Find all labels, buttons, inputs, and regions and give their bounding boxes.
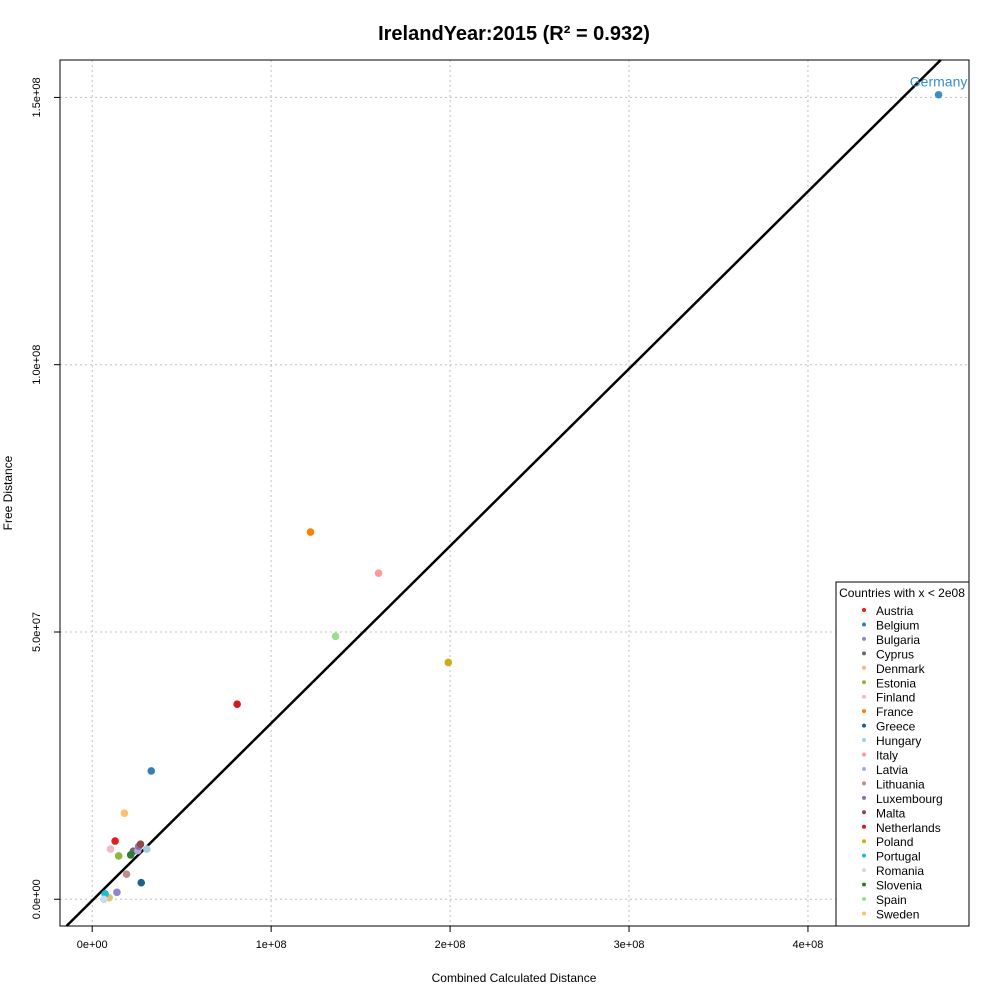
data-point [126, 851, 135, 859]
legend-marker [862, 651, 866, 656]
legend-entry: Belgium [876, 618, 919, 632]
legend-marker [862, 752, 866, 757]
legend-marker [862, 622, 866, 627]
data-point [122, 870, 131, 878]
legend-marker [862, 882, 866, 887]
legend-marker [862, 824, 866, 829]
data-point [142, 845, 151, 853]
legend-title: Countries with x < 2e08 [839, 586, 965, 600]
legend-marker [862, 665, 866, 670]
data-point [114, 852, 123, 860]
regression-line-layer [65, 59, 942, 927]
y-tick-label: 1.0e+08 [31, 345, 43, 385]
data-point [100, 895, 108, 904]
legend-entry: Poland [876, 835, 913, 849]
regression-line [65, 59, 942, 927]
legend-marker [862, 868, 866, 873]
x-tick-label: 1e+08 [256, 939, 287, 951]
legend-entry: Finland [876, 691, 915, 705]
legend-marker [862, 680, 866, 685]
legend-entry: Netherlands [876, 821, 941, 835]
x-axis: 0e+00 1e+08 2e+08 3e+08 4e+08 [77, 925, 824, 951]
data-point [374, 569, 383, 577]
points-layer [100, 90, 943, 904]
data-point [934, 90, 943, 99]
annotations: Germany [910, 74, 968, 90]
legend-marker [862, 608, 866, 612]
legend-entry: Sweden [876, 907, 919, 921]
data-point [136, 840, 145, 849]
legend-marker [862, 897, 866, 901]
legend-marker [862, 709, 866, 714]
x-tick-label: 2e+08 [435, 939, 466, 951]
legend-entry: Denmark [876, 662, 926, 676]
legend-marker [862, 723, 866, 728]
legend-entry: Portugal [876, 850, 921, 864]
legend-entry: Hungary [876, 734, 921, 748]
data-point [147, 767, 156, 775]
x-tick-label: 4e+08 [793, 939, 824, 951]
data-point [111, 837, 119, 845]
legend-entry: Slovenia [876, 879, 922, 893]
legend-entry: Austria [876, 604, 914, 618]
data-point [444, 658, 453, 667]
legend-entry: Latvia [876, 763, 908, 777]
legend-entry: Spain [876, 893, 907, 907]
legend-marker [862, 810, 866, 815]
chart-title: IrelandYear:2015 (R² = 0.932) [378, 23, 650, 45]
legend-marker [862, 853, 866, 858]
y-axis-label: Free Distance [1, 455, 15, 530]
x-tick-label: 3e+08 [614, 939, 645, 951]
data-point [137, 878, 146, 887]
y-axis: 0.0e+00 5.0e+07 1.0e+08 1.5e+08 [31, 77, 61, 919]
y-tick-label: 5.0e+07 [31, 612, 43, 652]
annotation-label: Germany [910, 74, 968, 90]
legend-marker [862, 766, 866, 771]
legend-entry: Greece [876, 720, 916, 734]
legend-marker [862, 795, 866, 800]
legend-marker [862, 694, 866, 699]
legend-entry: Cyprus [876, 647, 914, 661]
legend: Countries with x < 2e08 AustriaBelgiumBu… [835, 581, 970, 927]
data-point [331, 632, 340, 641]
x-tick-label: 0e+00 [77, 939, 108, 951]
legend-entry: Italy [876, 749, 898, 763]
y-tick-label: 0.0e+00 [31, 879, 43, 919]
legend-marker [862, 781, 866, 786]
data-point [106, 845, 115, 853]
data-point [120, 809, 129, 818]
y-tick-label: 1.5e+08 [31, 77, 43, 117]
data-point [113, 888, 121, 897]
legend-entry: Estonia [876, 676, 916, 690]
data-point [233, 700, 241, 708]
legend-marker [862, 911, 866, 916]
legend-marker [862, 738, 866, 743]
legend-entry: Romania [876, 864, 924, 878]
grid [60, 60, 969, 926]
legend-entry: Lithuania [876, 777, 925, 791]
legend-entry: Bulgaria [876, 633, 920, 647]
legend-entry: Luxembourg [876, 792, 943, 806]
legend-entry: France [876, 705, 914, 719]
x-axis-label: Combined Calculated Distance [432, 971, 597, 985]
legend-entry: Malta [876, 806, 906, 820]
legend-box [835, 581, 970, 927]
data-point [306, 528, 315, 536]
legend-marker [862, 839, 866, 844]
legend-marker [862, 636, 866, 641]
